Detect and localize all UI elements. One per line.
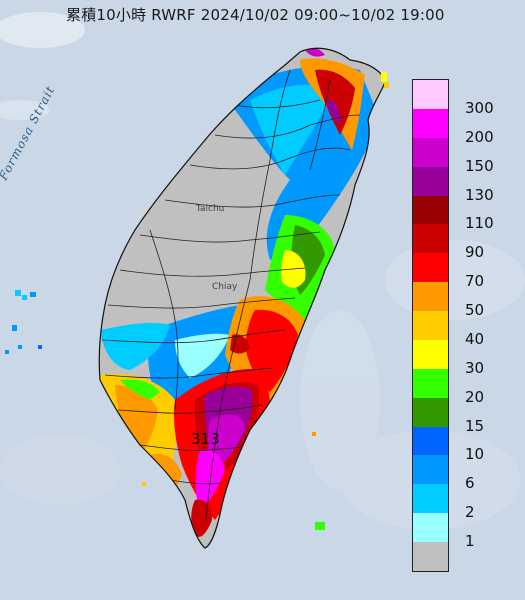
coastline xyxy=(98,47,387,549)
map-title: 累積10小時 RWRF 2024/10/02 09:00~10/02 19:00 xyxy=(66,6,445,24)
place-label-chiayi: Chiay xyxy=(212,282,238,292)
legend-swatch xyxy=(413,253,448,283)
admin-boundaries xyxy=(101,69,361,521)
legend-swatch xyxy=(413,426,448,456)
cloud-texture xyxy=(0,12,525,530)
peak-rainfall-value: 313 xyxy=(191,430,220,448)
legend-swatch xyxy=(413,311,448,340)
legend-label: 300 xyxy=(465,98,494,117)
legend-swatch xyxy=(413,166,448,196)
legend-swatch xyxy=(413,108,448,138)
legend-colorbar xyxy=(412,79,449,572)
legend-swatch xyxy=(413,484,448,514)
legend-swatch xyxy=(413,224,448,254)
legend-label: 40 xyxy=(465,329,485,348)
legend-swatch xyxy=(413,455,448,485)
legend-label: 90 xyxy=(465,243,485,262)
legend-swatch xyxy=(413,195,448,225)
legend-label: 10 xyxy=(465,445,485,464)
legend-label: 130 xyxy=(465,185,494,204)
legend-label: 2 xyxy=(465,503,475,522)
legend-swatch xyxy=(413,513,448,542)
place-label-taichung: Taichu xyxy=(196,204,225,214)
legend-label: 110 xyxy=(465,214,494,233)
legend-swatch xyxy=(413,137,448,167)
legend-swatch xyxy=(413,397,448,427)
legend-label: 30 xyxy=(465,358,485,377)
legend-label: 6 xyxy=(465,474,475,493)
legend-label: 1 xyxy=(465,532,475,551)
legend-label: 50 xyxy=(465,301,485,320)
legend-swatch xyxy=(413,339,448,369)
legend-label: 20 xyxy=(465,387,485,406)
legend-label: 150 xyxy=(465,156,494,175)
legend-label: 70 xyxy=(465,272,485,291)
offshore-echoes xyxy=(5,72,389,530)
legend-swatch xyxy=(413,282,448,311)
legend-swatch xyxy=(413,368,448,398)
legend-swatch xyxy=(413,542,448,571)
legend-label: 200 xyxy=(465,127,494,146)
legend-label: 15 xyxy=(465,416,485,435)
legend-swatch xyxy=(413,80,448,109)
